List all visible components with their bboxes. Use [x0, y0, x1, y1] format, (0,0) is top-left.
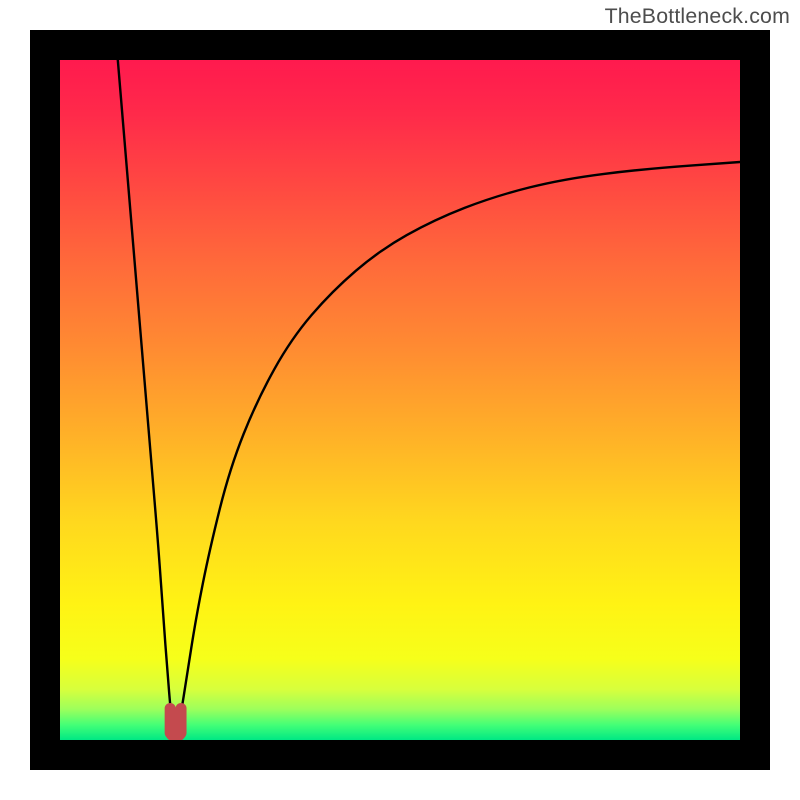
heatmap-gradient-background	[60, 60, 740, 740]
notch-u-marker	[170, 708, 181, 737]
image-frame: TheBottleneck.com	[0, 0, 800, 800]
gradient-chart	[0, 0, 800, 800]
watermark-text: TheBottleneck.com	[605, 4, 790, 29]
